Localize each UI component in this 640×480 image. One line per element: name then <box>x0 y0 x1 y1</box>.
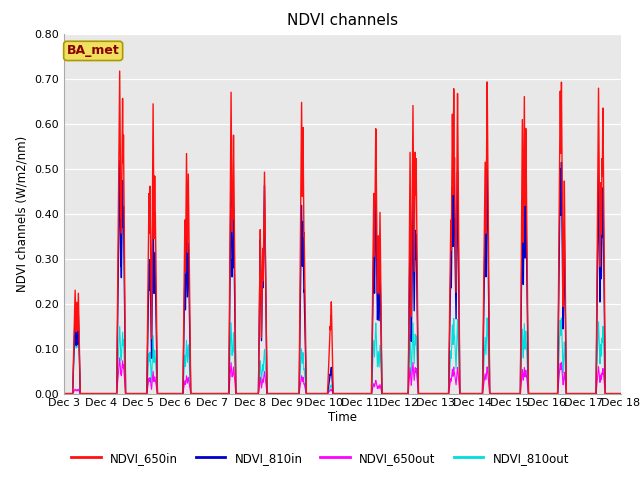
NDVI_810in <box>116 158 124 164</box>
NDVI_650in <box>161 391 169 396</box>
NDVI_650in <box>394 391 402 396</box>
NDVI_650in <box>422 391 430 396</box>
NDVI_810out <box>60 391 68 396</box>
NDVI_810in <box>60 391 68 396</box>
NDVI_650out <box>422 391 430 396</box>
NDVI_650in <box>518 178 525 184</box>
Legend: NDVI_650in, NDVI_810in, NDVI_650out, NDVI_810out: NDVI_650in, NDVI_810in, NDVI_650out, NDV… <box>67 447 573 469</box>
NDVI_650out <box>161 391 169 396</box>
NDVI_650in <box>617 391 625 396</box>
NDVI_650in <box>60 391 68 396</box>
NDVI_650out <box>518 372 525 378</box>
NDVI_810in <box>422 391 430 396</box>
Line: NDVI_650out: NDVI_650out <box>64 358 621 394</box>
NDVI_810out <box>71 314 79 320</box>
NDVI_810out <box>422 391 430 396</box>
Title: NDVI channels: NDVI channels <box>287 13 398 28</box>
NDVI_650in <box>476 391 483 396</box>
NDVI_810in <box>161 391 169 396</box>
NDVI_650out <box>617 391 625 396</box>
Text: BA_met: BA_met <box>67 44 120 58</box>
NDVI_810out <box>273 391 281 396</box>
Line: NDVI_810out: NDVI_810out <box>64 317 621 394</box>
NDVI_810out <box>394 391 402 396</box>
NDVI_810out <box>518 341 525 347</box>
NDVI_810in <box>518 238 525 243</box>
NDVI_810in <box>394 391 402 396</box>
NDVI_650in <box>116 68 124 74</box>
Line: NDVI_810in: NDVI_810in <box>64 161 621 394</box>
NDVI_810out <box>161 391 169 396</box>
NDVI_810in <box>273 391 281 396</box>
NDVI_650out <box>394 391 402 396</box>
NDVI_650in <box>273 391 281 396</box>
NDVI_650out <box>60 391 68 396</box>
Y-axis label: NDVI channels (W/m2/nm): NDVI channels (W/m2/nm) <box>16 135 29 292</box>
NDVI_810out <box>476 391 483 396</box>
X-axis label: Time: Time <box>328 411 357 424</box>
NDVI_810out <box>617 391 625 396</box>
NDVI_650out <box>476 391 483 396</box>
NDVI_810in <box>476 391 483 396</box>
Line: NDVI_650in: NDVI_650in <box>64 71 621 394</box>
NDVI_810in <box>617 391 625 396</box>
NDVI_650out <box>116 355 124 360</box>
NDVI_650out <box>273 391 281 396</box>
